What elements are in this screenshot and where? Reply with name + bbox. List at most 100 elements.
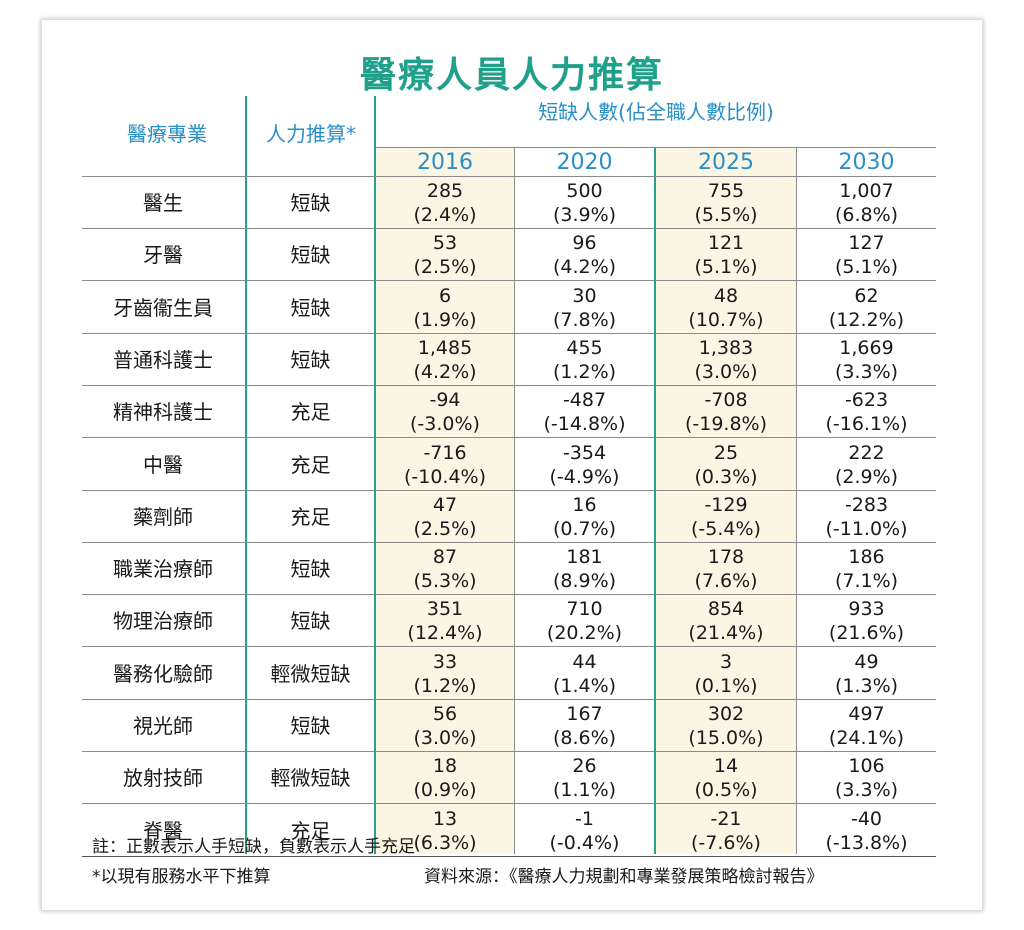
value-cell-2020: 455 (1.2%) <box>515 336 654 384</box>
shortage-count: 18 <box>432 755 458 778</box>
shortage-count: 167 <box>566 703 603 725</box>
shortage-percent: (-14.8%) <box>543 413 626 436</box>
shortage-count: 53 <box>432 232 458 255</box>
shortage-percent: (7.6%) <box>694 570 758 593</box>
shortage-percent: (-4.9%) <box>549 465 620 488</box>
profession-name: 脊醫 <box>143 818 183 843</box>
shortage-percent: (5.5%) <box>694 204 758 226</box>
estimate-status: 短缺 <box>290 557 331 582</box>
value-cell-2020: 44 (1.4%) <box>515 650 654 698</box>
table-bottom-line <box>82 855 936 857</box>
shortage-percent: (20.2%) <box>546 622 623 645</box>
shade-2016 <box>376 148 514 854</box>
shortage-percent: (1.3%) <box>834 674 899 697</box>
profession-name: 中醫 <box>143 452 183 477</box>
table-row: 物理治療師 短缺 351 (12.4%) 710 (20.2%) 854 (21.4%) 933… <box>42 595 982 648</box>
shortage-count: -283 <box>844 493 889 516</box>
shortage-count: 6 <box>438 284 452 307</box>
shortage-count: 30 <box>572 284 597 307</box>
shortage-percent: (5.1%) <box>834 256 899 279</box>
shortage-count: 87 <box>432 546 458 569</box>
divider-profession <box>245 96 247 854</box>
shortage-percent: (10.7%) <box>688 308 764 331</box>
shortage-count: -354 <box>562 441 607 464</box>
row-divider <box>82 437 936 439</box>
shortage-percent: (1.4%) <box>552 674 617 697</box>
shortage-count: 302 <box>707 703 745 725</box>
shortage-count: 1,007 <box>839 180 894 202</box>
shortage-count: 48 <box>713 284 739 307</box>
value-cell-2025: -21 (-7.6%) <box>656 807 796 855</box>
shortage-percent: (4.2%) <box>552 256 617 279</box>
shortage-count: -21 <box>710 807 742 830</box>
value-cell-2016: 47 (2.5%) <box>376 493 514 541</box>
profession-name: 物理治療師 <box>113 609 213 634</box>
shortage-percent: (2.5%) <box>413 517 477 540</box>
row-divider <box>82 332 936 334</box>
value-cell-2030: -283 (-11.0%) <box>797 493 936 541</box>
shortage-percent: (3.0%) <box>413 727 477 749</box>
value-cell-2020: 26 (1.1%) <box>515 754 654 802</box>
shortage-count: 933 <box>848 598 885 621</box>
table-row: 普通科護士 短缺 1,485 (4.2%) 455 (1.2%) 1,383 (3.0%) 1,… <box>42 334 982 386</box>
row-divider <box>82 228 936 229</box>
shortage-percent: (5.3%) <box>413 570 477 593</box>
table-card: 醫療人員人力推算 醫療專業 人力推算* 短缺人數(佔全職人數比例) 2016 20… <box>42 20 982 910</box>
shortage-percent: (6.3%) <box>413 831 477 854</box>
value-cell-2030: 1,669 (3.3%) <box>797 336 936 384</box>
estimate-status: 輕微短缺 <box>270 766 351 791</box>
value-cell-2025: 854 (21.4%) <box>656 597 796 645</box>
shortage-count: 47 <box>432 493 458 516</box>
value-cell-2016: -716 (-10.4%) <box>376 441 514 489</box>
shortage-percent: (0.5%) <box>694 779 758 802</box>
table-row: 脊醫 充足 13 (6.3%) -1 (-0.4%) -21 (-7.6%) -40 (-13.8… <box>42 805 982 857</box>
shortage-percent: (-5.4%) <box>691 517 761 540</box>
shortage-percent: (-16.1%) <box>825 413 908 436</box>
value-cell-2020: 500 (3.9%) <box>515 179 654 227</box>
table-row: 職業治療師 短缺 87 (5.3%) 181 (8.9%) 178 (7.6%) 186 (7.1… <box>42 543 982 596</box>
shortage-count: 56 <box>432 703 458 725</box>
shortage-percent: (2.5%) <box>413 256 477 279</box>
table-row: 牙醫 短缺 53 (2.5%) 96 (4.2%) 121 (5.1%) 127 (5.1%) <box>42 229 982 282</box>
shortage-percent: (4.2%) <box>413 360 477 383</box>
estimate-status: 充足 <box>290 818 331 843</box>
shortage-percent: (7.1%) <box>834 570 899 593</box>
shortage-percent: (6.8%) <box>834 204 899 226</box>
header-estimate: 人力推算* <box>266 122 356 146</box>
profession-name: 職業治療師 <box>113 557 213 582</box>
row-divider <box>82 646 936 648</box>
shortage-count: 186 <box>848 546 885 569</box>
shortage-percent: (3.9%) <box>552 204 617 226</box>
shortage-percent: (5.1%) <box>694 256 758 279</box>
shortage-count: -708 <box>704 389 748 412</box>
value-cell-2025: 121 (5.1%) <box>656 231 796 279</box>
shortage-count: 181 <box>566 546 603 569</box>
value-cell-2016: 53 (2.5%) <box>376 231 514 279</box>
table-row: 醫務化驗師 輕微短缺 33 (1.2%) 44 (1.4%) 3 (0.1%) 49 (1.3%) <box>42 648 982 700</box>
value-cell-2030: 127 (5.1%) <box>797 231 936 279</box>
value-cell-2025: -129 (-5.4%) <box>656 493 796 541</box>
shortage-percent: (0.7%) <box>552 517 617 540</box>
shortage-percent: (-0.4%) <box>549 831 620 854</box>
profession-name: 精神科護士 <box>113 400 213 425</box>
divider-2025 <box>796 148 797 854</box>
shortage-percent: (1.2%) <box>413 674 477 697</box>
value-cell-2030: -40 (-13.8%) <box>797 807 936 855</box>
value-cell-2016: 13 (6.3%) <box>376 807 514 855</box>
profession-name: 藥劑師 <box>133 504 193 529</box>
row-divider <box>82 384 936 386</box>
row-divider <box>82 803 936 805</box>
shortage-percent: (2.9%) <box>834 465 899 488</box>
shortage-percent: (12.4%) <box>407 622 483 645</box>
shortage-percent: (0.3%) <box>694 465 758 488</box>
value-cell-2030: 222 (2.9%) <box>797 441 936 489</box>
shortage-count: 13 <box>432 807 458 830</box>
table-row: 視光師 短缺 56 (3.0%) 167 (8.6%) 302 (15.0%) 497 (24.1… <box>42 700 982 752</box>
shortage-count: 1,485 <box>417 336 473 359</box>
table-row: 精神科護士 充足 -94 (-3.0%) -487 (-14.8%) -708 (-19.8%… <box>42 386 982 439</box>
shortage-count: 14 <box>713 755 739 778</box>
value-cell-2030: 1,007 (6.8%) <box>797 179 936 227</box>
shortage-count: 351 <box>426 598 464 621</box>
shortage-count: 26 <box>572 755 597 778</box>
shortage-count: 178 <box>707 546 745 569</box>
